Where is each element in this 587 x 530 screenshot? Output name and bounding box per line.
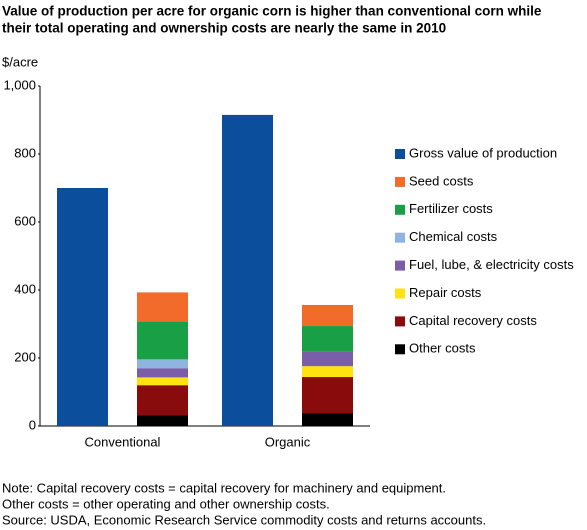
legend-swatch [395, 344, 405, 355]
legend-label: Repair costs [409, 285, 482, 300]
bar [222, 114, 273, 427]
legend-swatch [395, 288, 405, 299]
bar-segment [137, 321, 188, 360]
y-tick-label: 400 [14, 281, 36, 296]
bar-segment [137, 292, 188, 322]
chart-title: their total operating and ownership cost… [2, 21, 446, 36]
x-tick-label: Conventional [85, 434, 161, 449]
bar-segment [137, 415, 188, 426]
legend-swatch [395, 176, 405, 187]
bar-segment [302, 304, 353, 327]
bar-segment [137, 377, 188, 386]
note: Source: USDA, Economic Research Service … [2, 512, 486, 527]
y-tick-label: 600 [14, 213, 36, 228]
legend-label: Fuel, lube, & electricity costs [409, 257, 574, 272]
y-tick-label: 200 [14, 349, 36, 364]
legend-label: Fertilizer costs [409, 201, 493, 216]
bar-segment [302, 377, 353, 414]
legend-label: Gross value of production [409, 145, 557, 160]
y-axis-label: $/acre [2, 54, 38, 69]
bar-segment [302, 366, 353, 378]
legend-swatch [395, 149, 405, 159]
bar-segment [302, 413, 353, 426]
legend-label: Capital recovery costs [409, 313, 537, 328]
x-tick-label: Organic [265, 434, 311, 449]
bar-segment [137, 385, 188, 416]
legend-swatch [395, 260, 405, 271]
legend-label: Seed costs [409, 173, 474, 188]
chart-title: Value of production per acre for organic… [2, 4, 542, 19]
bar-segment [302, 326, 353, 352]
note: Note: Capital recovery costs = capital r… [2, 480, 446, 495]
bar-segment [302, 351, 353, 367]
legend-label: Chemical costs [409, 229, 498, 244]
bar-segment [137, 359, 188, 369]
legend-swatch [395, 204, 405, 215]
note: Other costs = other operating and other … [2, 496, 330, 511]
y-tick-label: 800 [14, 145, 36, 160]
bar-segment [137, 368, 188, 378]
legend-swatch [395, 232, 405, 243]
bar [57, 188, 108, 426]
y-tick-label: 0 [29, 417, 36, 432]
legend-label: Other costs [409, 341, 476, 356]
y-tick-label: 1,000 [3, 77, 36, 92]
legend-swatch [395, 316, 405, 327]
